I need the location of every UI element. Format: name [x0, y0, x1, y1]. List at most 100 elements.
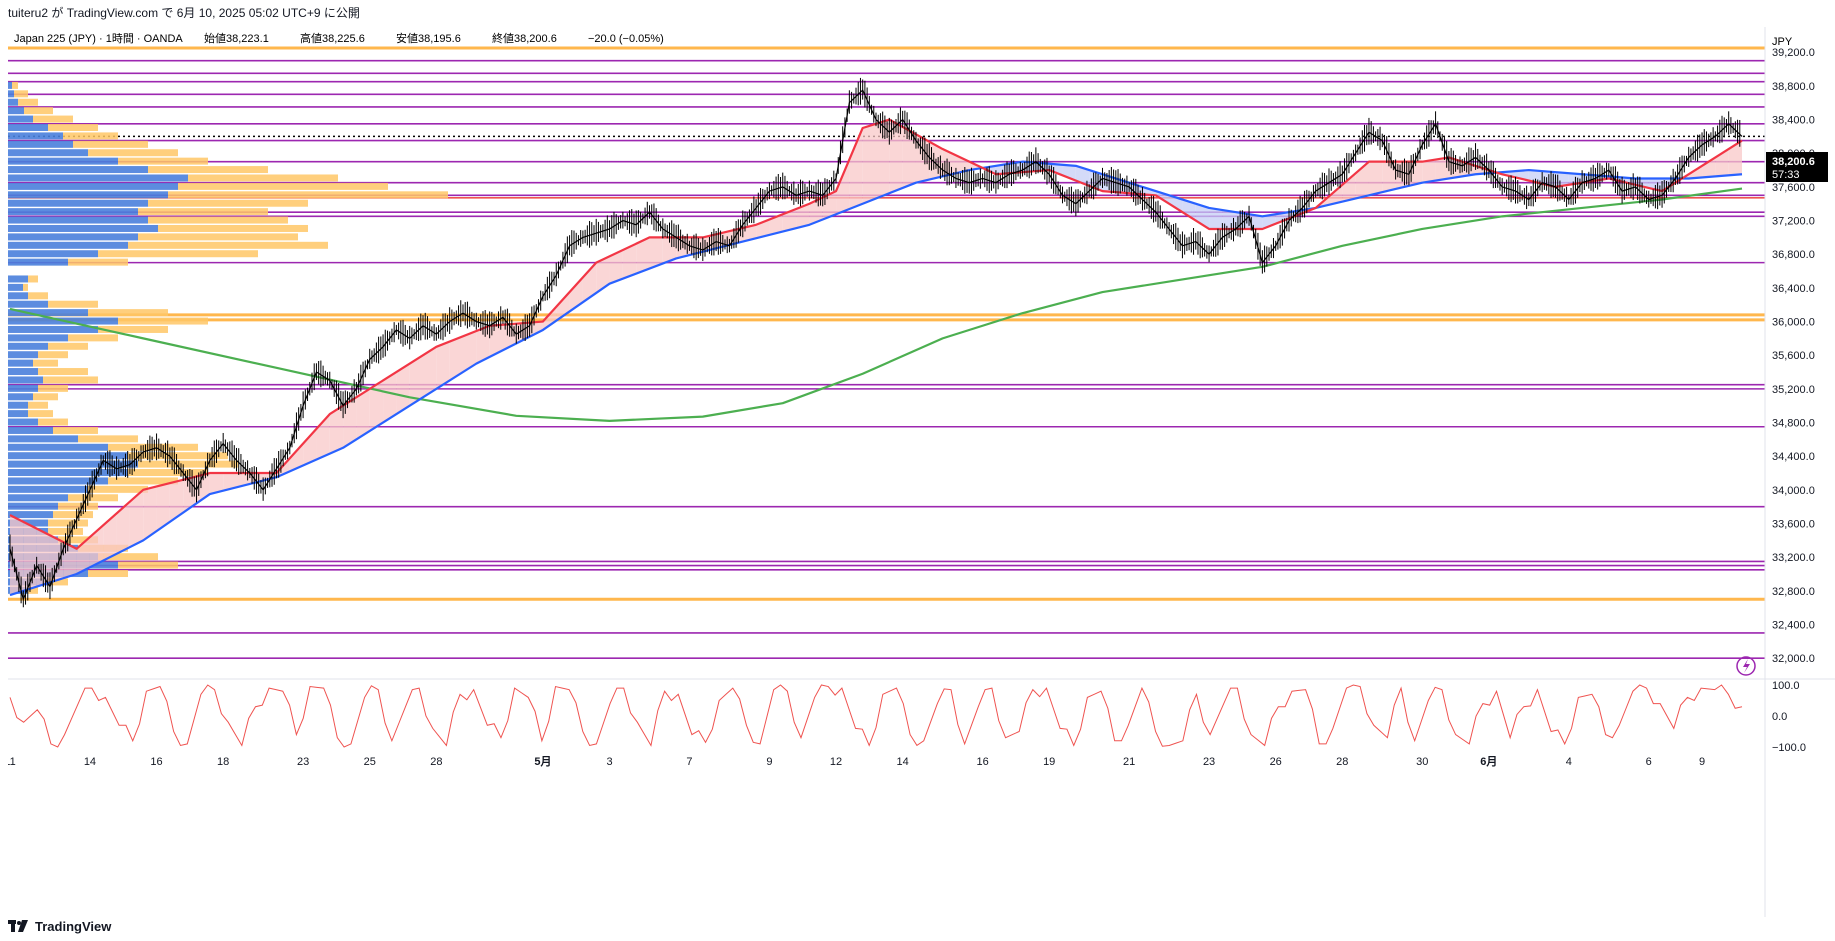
cloud-segment	[902, 126, 916, 188]
volume-bar-down	[12, 81, 18, 89]
time-tick-label: 16	[150, 756, 162, 768]
bar-countdown: 57:33	[1772, 169, 1800, 181]
volume-bar-down	[138, 208, 268, 216]
ma-slow-line	[9, 187, 1743, 422]
volume-bar-down	[53, 426, 98, 434]
volume-bar-down	[148, 166, 268, 174]
volume-bar-down	[43, 376, 98, 384]
volume-bar-down	[118, 561, 178, 569]
time-tick-label: 3	[606, 756, 612, 768]
time-tick-label: 5月	[534, 755, 551, 768]
time-tick-label: 30	[1416, 756, 1428, 768]
cloud-segment	[596, 256, 610, 293]
volume-bar-up	[8, 174, 188, 182]
cloud-segment	[289, 443, 304, 472]
volume-bar-down	[28, 586, 38, 594]
price-tick-label: 37,200.0	[1772, 216, 1815, 228]
price-tick-label: 35,600.0	[1772, 350, 1815, 362]
volume-bar-up	[8, 477, 108, 485]
cloud-segment	[1182, 199, 1196, 221]
cloud-segment	[955, 155, 970, 174]
currency-label[interactable]: JPY	[1772, 36, 1793, 48]
time-tick-label: 18	[217, 756, 229, 768]
cloud-segment	[409, 355, 424, 406]
volume-bar-down	[48, 527, 83, 535]
publish-info: tuiteru2 が TradingView.com で 6月 10, 2025…	[8, 6, 360, 20]
cloud-segment	[396, 363, 410, 415]
price-tick-label: 38,800.0	[1772, 81, 1815, 93]
oscillator-line	[9, 684, 1743, 748]
price-line	[9, 89, 1743, 602]
cloud-segment	[1435, 157, 1449, 181]
price-tick-label: 36,000.0	[1772, 317, 1815, 329]
volume-bar-up	[8, 342, 48, 350]
volume-bar-up	[8, 275, 28, 283]
current-price-label: 38,200.6	[1772, 156, 1815, 168]
volume-bar-down	[48, 300, 98, 308]
price-tick-label: 36,400.0	[1772, 283, 1815, 295]
volume-bar-down	[28, 275, 38, 283]
cloud-segment	[542, 306, 557, 330]
cloud-segment	[1209, 207, 1223, 229]
legend-symbol: Japan 225 (JPY) · 1時間 · OANDA	[14, 32, 183, 45]
chart-area[interactable]: 32,000.0 32,400.0 32,800.0 33,200.0 33,600.0…	[4, 27, 1835, 917]
volume-bar-up	[8, 115, 33, 123]
cloud-segment	[822, 191, 837, 220]
volume-bar-down	[88, 570, 128, 578]
volume-bar-up	[8, 309, 88, 317]
time-tick-label: 14	[84, 756, 96, 768]
volume-bar-up	[8, 241, 128, 249]
volume-bar-up	[8, 199, 148, 207]
time-tick-label: 6月	[1480, 755, 1497, 768]
volume-bar-down	[48, 519, 88, 527]
volume-bar-down	[148, 199, 308, 207]
cloud-segment	[89, 525, 104, 568]
price-tick-label: 37,600.0	[1772, 182, 1815, 194]
price-tick-label: 39,200.0	[1772, 47, 1815, 59]
cloud-segment	[782, 208, 797, 232]
cloud-segment	[369, 380, 384, 431]
cloud-segment	[876, 119, 890, 199]
volume-bar-up	[8, 418, 38, 426]
volume-bar-up	[8, 384, 38, 392]
cloud-segment	[449, 336, 463, 381]
price-tick-label: 34,800.0	[1772, 418, 1815, 430]
cloud-segment	[849, 127, 863, 209]
volume-bar-down	[33, 359, 58, 367]
footer: TradingView	[0, 913, 1835, 941]
volume-bar-up	[8, 250, 98, 258]
volume-bar-up	[8, 208, 138, 216]
volume-bar-down	[68, 494, 118, 502]
time-tick-label: 4	[1566, 756, 1572, 768]
volume-bar-down	[58, 502, 98, 510]
volume-bar-up	[8, 469, 128, 477]
volume-bar-down	[63, 132, 118, 140]
time-tick-label: 14	[897, 756, 909, 768]
volume-bar-down	[28, 410, 53, 418]
volume-bar-down	[88, 309, 168, 317]
time-tick-label: 23	[1203, 756, 1215, 768]
volume-bar-up	[8, 511, 53, 519]
volume-bar-up	[8, 107, 24, 115]
volume-bar-down	[38, 351, 68, 359]
cloud-segment	[489, 324, 503, 357]
flash-icon[interactable]	[1736, 656, 1756, 676]
legend-high: 高値38,225.6	[300, 31, 365, 45]
volume-bar-up	[8, 149, 88, 157]
volume-bar-down	[33, 393, 58, 401]
volume-bar-down	[98, 250, 258, 258]
cloud-segment	[169, 479, 184, 522]
tradingview-logo[interactable]: TradingView	[8, 919, 111, 934]
volume-bar-up	[8, 300, 48, 308]
cloud-segment	[1262, 214, 1276, 229]
cloud-segment	[529, 321, 543, 337]
cloud-segment	[49, 535, 64, 583]
volume-bar-down	[28, 401, 48, 409]
volume-bar-up	[8, 182, 178, 190]
volume-bar-down	[24, 107, 53, 115]
volume-bar-down	[98, 325, 168, 333]
chart-svg[interactable]: 32,000.0 32,400.0 32,800.0 33,200.0 33,600.0…	[4, 27, 1835, 917]
time-tick-label: 28	[430, 756, 442, 768]
price-tick-label: 36,800.0	[1772, 249, 1815, 261]
cloud-segment	[1728, 140, 1742, 176]
